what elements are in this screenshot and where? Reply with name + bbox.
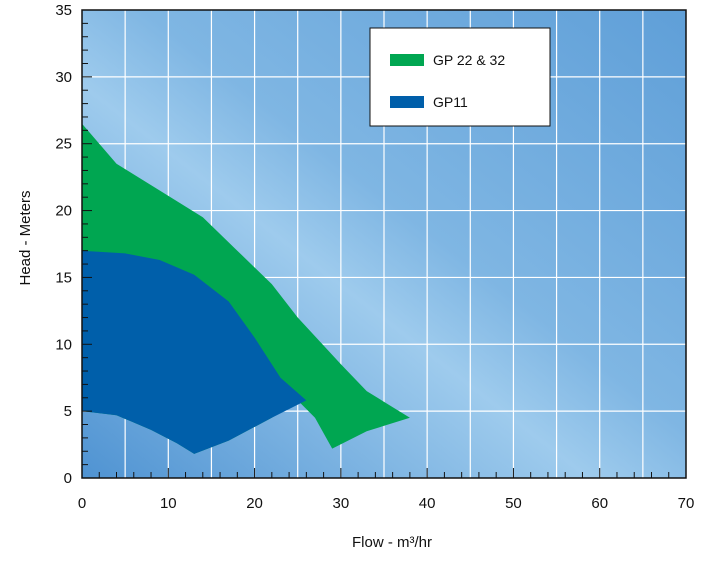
y-tick-label: 5 (64, 403, 72, 420)
y-tick-label: 30 (55, 69, 72, 86)
legend-label-gp11: GP11 (433, 94, 468, 110)
series-area-gp11 (82, 250, 307, 454)
y-tick-label: 25 (55, 136, 72, 153)
y-tick-label: 20 (55, 203, 72, 220)
x-tick-label: 50 (505, 495, 522, 512)
legend-swatch-gp11 (390, 96, 424, 108)
x-tick-label: 20 (246, 495, 263, 512)
legend-swatch-gp22-32 (390, 54, 424, 66)
series-areas (82, 123, 410, 454)
x-tick-label: 70 (678, 495, 695, 512)
plot-frame (81, 9, 687, 479)
legend-box (369, 27, 551, 127)
legend: GP 22 & 32 GP11 (369, 27, 551, 127)
x-tick-label: 0 (78, 495, 86, 512)
y-axis-title: Head - Meters (17, 190, 34, 285)
x-tick-label: 30 (333, 495, 350, 512)
y-tick-label: 35 (55, 2, 72, 19)
x-tick-label: 60 (591, 495, 608, 512)
axis-ticks (81, 9, 687, 479)
x-axis-title-main: Flow - m³/hr (352, 534, 432, 551)
x-tick-label: 40 (419, 495, 436, 512)
x-axis-title: Flow - m³/hr (352, 534, 432, 551)
y-tick-label: 10 (55, 336, 72, 353)
axis-tick-labels: 0 10 20 30 40 50 60 70 0 5 10 15 20 25 30 35 (55, 2, 694, 512)
x-tick-label: 10 (160, 495, 177, 512)
y-tick-label: 0 (64, 470, 72, 487)
y-tick-label: 15 (55, 269, 72, 286)
legend-label-gp22-32: GP 22 & 32 (433, 52, 505, 68)
